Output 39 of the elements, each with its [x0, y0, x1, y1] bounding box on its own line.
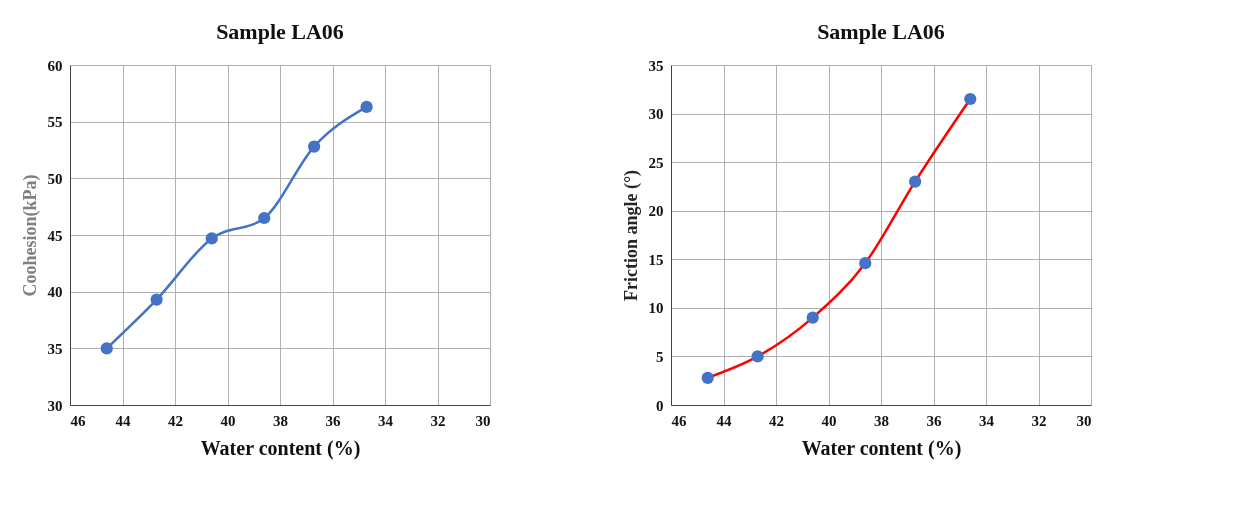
x-axis-title: Water content (%) [801, 436, 962, 460]
x-tick-label: 38 [874, 412, 889, 429]
y-tick-label: 25 [648, 154, 664, 171]
x-tick-label: 32 [1031, 412, 1047, 429]
y-tick-label: 0 [656, 397, 664, 414]
x-tick-label: 30 [475, 412, 491, 429]
y-tick-label: 20 [648, 203, 664, 220]
x-tick-label: 42 [168, 412, 183, 429]
y-tick-label: 55 [47, 114, 63, 131]
y-tick-label: 40 [47, 284, 63, 301]
chart-title: Sample LA06 [216, 19, 344, 44]
y-tick-label: 10 [648, 300, 664, 317]
y-tick-label: 60 [47, 57, 63, 74]
y-axis-title: Coohesion(kPa) [19, 174, 41, 297]
y-tick-label: 45 [47, 227, 63, 244]
x-tick-label: 34 [979, 412, 995, 429]
x-tick-label: 42 [769, 412, 784, 429]
x-tick-label: 44 [115, 412, 131, 429]
x-tick-label: 40 [821, 412, 837, 429]
x-tick-label: 44 [716, 412, 732, 429]
x-axis-title: Water content (%) [200, 436, 361, 460]
y-tick-label: 15 [648, 251, 664, 268]
x-tick-label: 36 [325, 412, 341, 429]
x-tick-label: 34 [378, 412, 394, 429]
y-tick-label: 30 [47, 397, 63, 414]
x-tick-label: 30 [1076, 412, 1092, 429]
chart-title: Sample LA06 [817, 19, 945, 44]
y-tick-label: 5 [656, 348, 664, 365]
x-tick-label: 46 [671, 412, 687, 429]
x-tick-label: 36 [926, 412, 942, 429]
y-tick-label: 35 [648, 57, 664, 74]
x-tick-label: 40 [220, 412, 236, 429]
x-tick-label: 38 [273, 412, 288, 429]
y-tick-label: 30 [648, 106, 664, 123]
x-tick-label: 46 [70, 412, 86, 429]
y-tick-label: 50 [47, 170, 63, 187]
y-tick-label: 35 [47, 340, 63, 357]
y-axis-title: Friction angle (°) [620, 169, 642, 302]
x-tick-label: 32 [430, 412, 446, 429]
